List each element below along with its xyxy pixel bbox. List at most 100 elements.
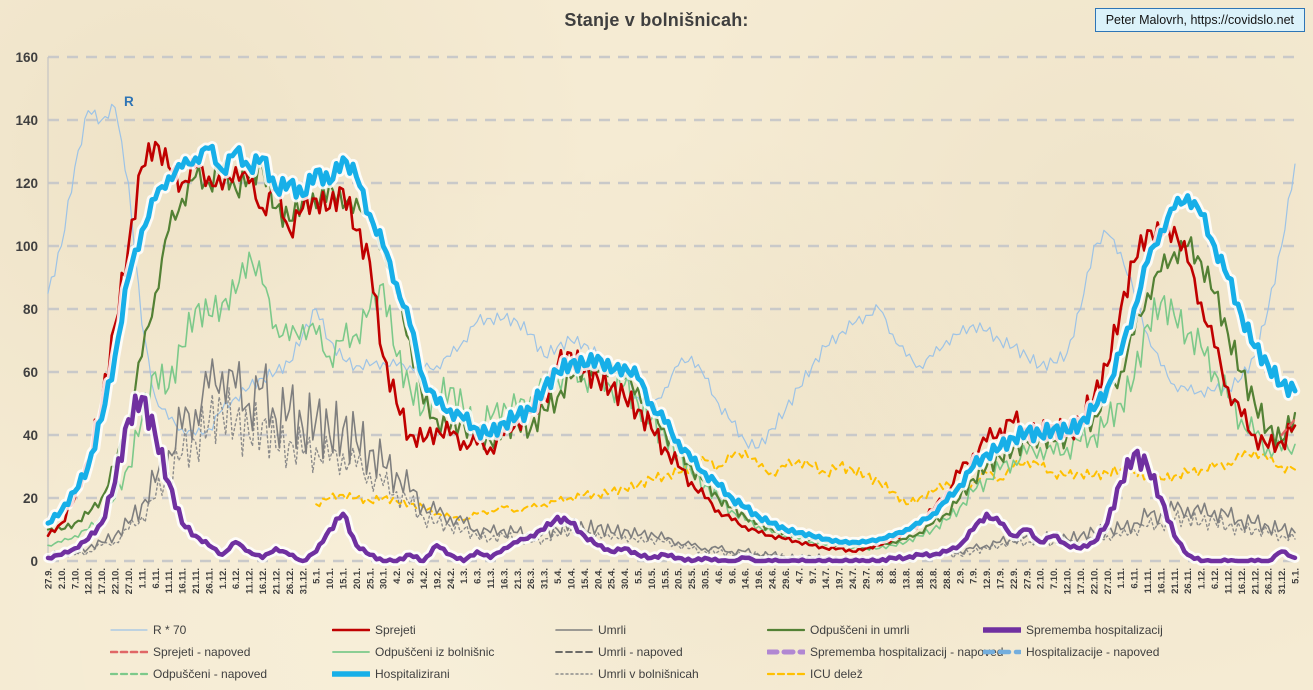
x-tick-label: 5.1. xyxy=(1291,568,1302,584)
x-tick-label: 7.9. xyxy=(969,568,980,584)
x-tick-label: 1.11. xyxy=(137,568,148,589)
x-tick-label: 19.2. xyxy=(432,568,443,589)
x-tick-label: 26.12. xyxy=(285,568,296,594)
x-tick-label: 30.5. xyxy=(701,568,712,589)
x-tick-label: 15.1. xyxy=(338,568,349,589)
x-tick-label: 26.12. xyxy=(1264,568,1275,594)
x-tick-label: 11.3. xyxy=(486,568,497,589)
x-tick-label: 14.6. xyxy=(741,568,752,589)
x-tick-label: 6.12. xyxy=(1210,568,1221,589)
x-tick-label: 9.2. xyxy=(406,568,417,584)
x-tick-label: 17.9. xyxy=(996,568,1007,589)
x-tick-label: 3.8. xyxy=(875,568,886,584)
series-odpusceni_in_umrli xyxy=(46,159,1297,551)
y-tick-label: 160 xyxy=(15,50,38,65)
x-tick-label: 17.10. xyxy=(97,568,108,594)
x-tick-label: 22.10. xyxy=(1089,568,1100,594)
x-tick-label: 5.1. xyxy=(312,568,323,584)
x-tick-label: 20.4. xyxy=(593,568,604,589)
x-tick-label: 27.10. xyxy=(124,568,135,594)
x-tick-label: 4.2. xyxy=(392,568,403,584)
x-tick-label: 31.3. xyxy=(540,568,551,589)
x-tick-label: 2.10. xyxy=(1036,568,1047,589)
x-tick-label: 15.5. xyxy=(660,568,671,589)
x-tick-label: 25.4. xyxy=(607,568,618,589)
x-tick-label: 11.11. xyxy=(1143,568,1154,593)
x-tick-label: 28.8. xyxy=(942,568,953,589)
x-tick-label: 15.4. xyxy=(580,568,591,589)
x-tick-label: 20.5. xyxy=(674,568,685,589)
x-tick-label: 2.10. xyxy=(57,568,68,589)
x-tick-label: 22.10. xyxy=(111,568,122,594)
x-tick-label: 16.3. xyxy=(499,568,510,589)
x-tick-label: 4.6. xyxy=(714,568,725,584)
x-tick-label: 26.11. xyxy=(204,568,215,594)
x-tick-label: 21.11. xyxy=(1170,568,1181,594)
x-tick-label: 10.4. xyxy=(566,568,577,589)
x-tick-label: 14.7. xyxy=(821,568,832,589)
y-tick-label: 0 xyxy=(30,554,38,569)
x-tick-label: 1.12. xyxy=(218,568,229,589)
x-tick-label: 17.10. xyxy=(1076,568,1087,594)
credit-text: Peter Malovrh, https://covidslo.net xyxy=(1105,13,1294,27)
x-tick-label: 16.12. xyxy=(1237,568,1248,594)
x-tick-label: 12.9. xyxy=(982,568,993,589)
x-tick-label: 24.6. xyxy=(768,568,779,589)
x-tick-label: 19.7. xyxy=(835,568,846,589)
x-tick-label: 21.12. xyxy=(1250,568,1261,594)
hospitalizirani-glow xyxy=(42,141,1301,549)
r-annotation: R xyxy=(124,94,134,109)
x-tick-label: 12.10. xyxy=(84,568,95,594)
x-tick-label: 14.2. xyxy=(419,568,430,589)
x-tick-label: 20.1. xyxy=(352,568,363,589)
y-tick-label: 20 xyxy=(23,491,38,506)
credit-box: Peter Malovrh, https://covidslo.net xyxy=(1094,8,1305,32)
x-tick-label: 8.8. xyxy=(888,568,899,584)
x-tick-label: 1.12. xyxy=(1197,568,1208,589)
x-tick-label: 10.1. xyxy=(325,568,336,589)
y-tick-label: 100 xyxy=(15,239,38,254)
x-tick-label: 6.3. xyxy=(473,568,484,584)
x-tick-label: 22.9. xyxy=(1009,568,1020,589)
x-tick-label: 16.11. xyxy=(1156,568,1167,594)
x-tick-label: 12.10. xyxy=(1063,568,1074,594)
series-hospitalizirani xyxy=(45,143,1298,546)
x-tick-label: 16.11. xyxy=(178,568,189,594)
x-tick-label: 1.3. xyxy=(459,568,470,584)
x-tick-label: 30.4. xyxy=(620,568,631,589)
x-tick-label: 21.12. xyxy=(271,568,282,594)
x-tick-label: 25.1. xyxy=(365,568,376,589)
x-tick-label: 7.10. xyxy=(1049,568,1060,589)
x-tick-label: 2.9. xyxy=(955,568,966,584)
x-tick-label: 29.7. xyxy=(861,568,872,589)
y-tick-label: 40 xyxy=(23,428,38,443)
chart-title: Stanje v bolnišnicah: xyxy=(564,10,749,30)
y-tick-label: 80 xyxy=(23,302,38,317)
x-tick-label: 4.7. xyxy=(794,568,805,584)
x-tick-label: 19.6. xyxy=(754,568,765,589)
x-tick-label: 27.9. xyxy=(44,568,55,589)
x-tick-label: 16.12. xyxy=(258,568,269,594)
x-tick-label: 11.12. xyxy=(245,568,256,594)
x-tick-label: 5.5. xyxy=(633,568,644,584)
x-tick-label: 29.6. xyxy=(781,568,792,589)
x-tick-label: 18.8. xyxy=(915,568,926,589)
y-tick-label: 140 xyxy=(15,113,38,128)
series-sprememba_hospitalizacij xyxy=(45,393,1298,564)
x-tick-label: 9.7. xyxy=(808,568,819,584)
x-tick-label: 5.4. xyxy=(553,568,564,584)
x-tick-label: 31.12. xyxy=(1277,568,1288,594)
x-tick-label: 23.8. xyxy=(928,568,939,589)
x-tick-label: 11.12. xyxy=(1223,568,1234,594)
x-tick-label: 6.11. xyxy=(1130,568,1141,589)
x-tick-label: 26.3. xyxy=(526,568,537,589)
x-tick-label: 27.10. xyxy=(1103,568,1114,594)
y-tick-label: 60 xyxy=(23,365,38,380)
y-tick-label: 120 xyxy=(15,176,38,191)
x-tick-label: 27.9. xyxy=(1022,568,1033,589)
x-tick-label: 24.7. xyxy=(848,568,859,589)
x-tick-label: 1.11. xyxy=(1116,568,1127,589)
x-tick-label: 21.3. xyxy=(513,568,524,589)
x-tick-label: 7.10. xyxy=(70,568,81,589)
